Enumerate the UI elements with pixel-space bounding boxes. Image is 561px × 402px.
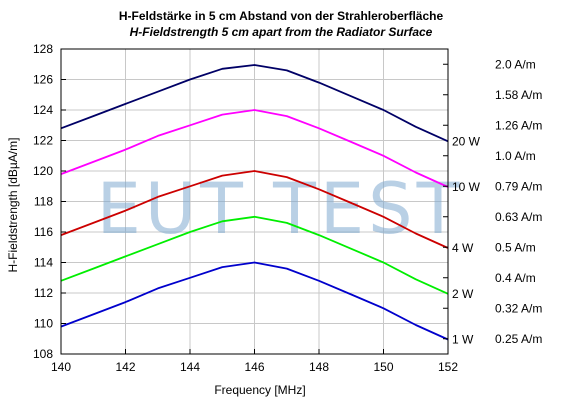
x-tick-label: 148	[309, 360, 329, 374]
series-line-10w	[60, 109, 449, 188]
y-tick-label: 120	[33, 164, 53, 178]
series-layer	[60, 64, 449, 341]
x-tick-label: 144	[180, 360, 200, 374]
x-tick-label: 140	[51, 360, 71, 374]
chart-subtitle: H-Fieldstrength 5 cm apart from the Radi…	[130, 25, 433, 39]
right-axis-labels: 0.25 A/m 0.32 A/m 0.4 A/m 0.5 A/m 0.63 A/m 0.…	[495, 57, 542, 346]
y-tick-label: 122	[33, 134, 53, 148]
x-tick-label: 150	[373, 360, 393, 374]
series-label: 20 W	[452, 134, 481, 148]
y-axis-label: H-Fieldstrength [dBµA/m]	[6, 138, 20, 273]
x-tick-label: 142	[115, 360, 135, 374]
series-label: 1 W	[452, 333, 474, 347]
series-line-2w	[60, 215, 449, 295]
x-axis-label: Frequency [MHz]	[214, 383, 305, 397]
y-tick-label: 118	[34, 195, 53, 209]
right-axis-label: 1.58 A/m	[495, 88, 542, 102]
chart-title: H-Feldstärke in 5 cm Abstand von der Str…	[119, 9, 444, 23]
x-tick-label: 146	[244, 360, 264, 374]
series-line-1w	[60, 261, 449, 341]
series-line-20w	[60, 64, 449, 143]
right-axis-label: 2.0 A/m	[495, 57, 536, 71]
x-tick-labels: 140 142 144 146 148 150 152	[51, 360, 458, 374]
y-tick-label: 108	[33, 347, 53, 361]
right-axis-label: 1.0 A/m	[495, 149, 536, 163]
right-axis-label: 0.32 A/m	[495, 301, 542, 315]
y-tick-label: 116	[34, 225, 53, 239]
x-tick-label: 152	[438, 360, 458, 374]
series-label: 4 W	[452, 241, 474, 255]
series-label: 10 W	[452, 180, 481, 194]
right-axis-label: 0.5 A/m	[495, 240, 536, 254]
y-tick-label: 126	[33, 73, 53, 87]
series-label: 2 W	[452, 287, 474, 301]
series-labels: 20 W 10 W 4 W 2 W 1 W	[452, 134, 481, 346]
right-axis-label: 0.25 A/m	[495, 332, 542, 346]
right-axis-label: 0.79 A/m	[495, 179, 542, 193]
y-tick-label: 110	[34, 317, 53, 331]
y-tick-label: 112	[34, 286, 53, 300]
right-axis-label: 0.63 A/m	[495, 210, 542, 224]
y-tick-labels: 108 110 112 114 116 118 120 122 124 126 128	[33, 42, 53, 361]
y-tick-label: 128	[33, 42, 53, 56]
ticks	[60, 48, 449, 355]
series-line-4w	[60, 170, 449, 249]
watermark-layer: EUT TEST	[97, 168, 464, 250]
y-tick-label: 124	[33, 103, 53, 117]
watermark: EUT TEST	[97, 168, 464, 250]
y-tick-label: 114	[34, 256, 53, 270]
right-axis-label: 1.26 A/m	[495, 118, 542, 132]
right-axis-label: 0.4 A/m	[495, 271, 536, 285]
